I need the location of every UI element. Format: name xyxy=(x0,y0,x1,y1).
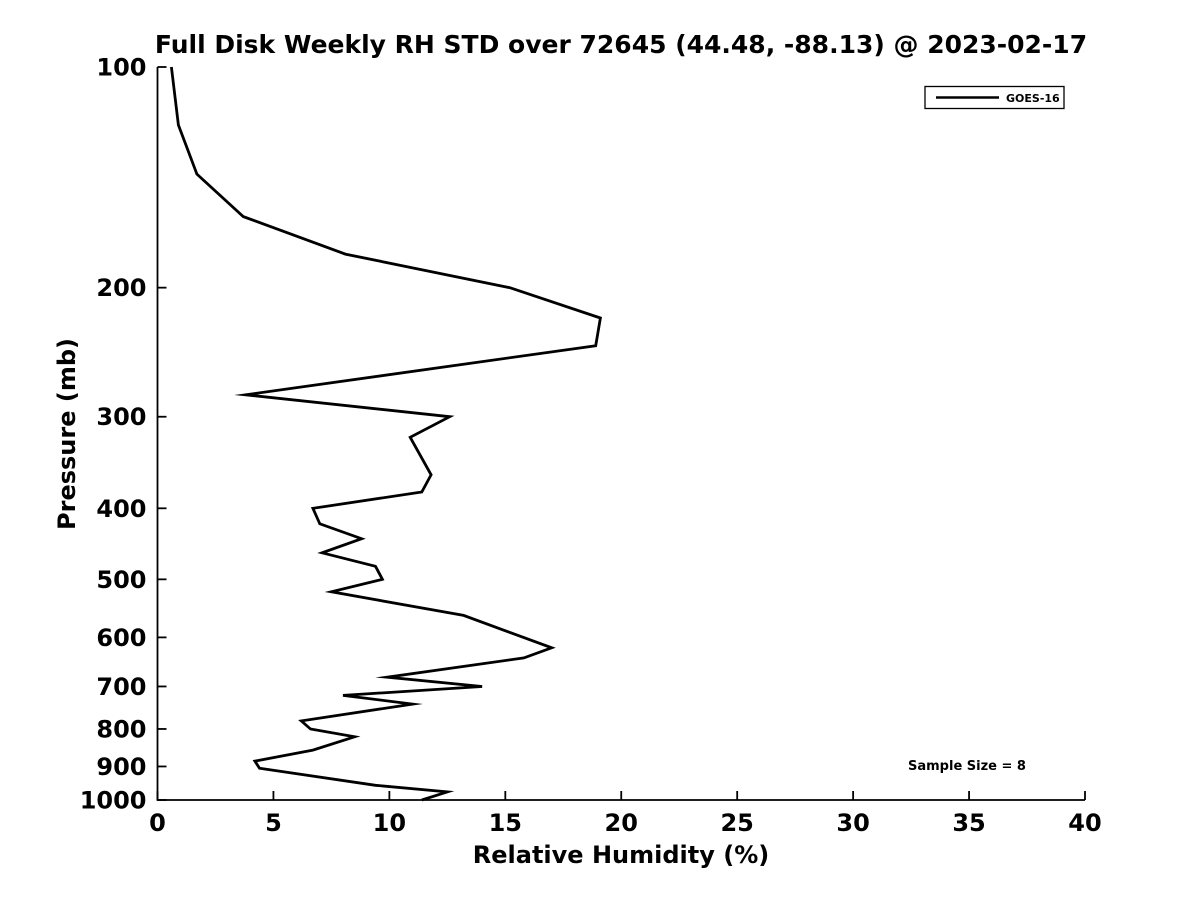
y-tick-label: 1000 xyxy=(80,787,147,815)
legend: GOES-16 xyxy=(924,85,1065,110)
y-tick-label: 200 xyxy=(96,274,146,302)
y-tick-label: 300 xyxy=(96,403,146,431)
x-tick-label: 30 xyxy=(836,809,869,837)
y-tick-label: 700 xyxy=(96,673,146,701)
x-tick-label: 20 xyxy=(605,809,638,837)
legend-label: GOES-16 xyxy=(1006,92,1060,105)
y-tick-label: 600 xyxy=(96,624,146,652)
y-tick-label: 500 xyxy=(96,566,146,594)
chart-title: Full Disk Weekly RH STD over 72645 (44.4… xyxy=(155,30,1087,59)
x-tick-label: 0 xyxy=(149,809,166,837)
y-axis-label: Pressure (mb) xyxy=(53,338,81,530)
x-tick-label: 5 xyxy=(265,809,282,837)
sample-size-annotation: Sample Size = 8 xyxy=(908,759,1026,774)
x-tick-label: 15 xyxy=(489,809,522,837)
x-tick-label: 40 xyxy=(1068,809,1101,837)
x-tick-label: 35 xyxy=(952,809,985,837)
x-axis-label: Relative Humidity (%) xyxy=(473,841,769,869)
y-tick-label: 900 xyxy=(96,753,146,781)
goes16-series-line xyxy=(170,66,602,802)
x-tick-label: 25 xyxy=(720,809,753,837)
axes: 0 5 10 15 20 25 30 35 40 100 200 300 400 500 600 700 800… xyxy=(80,54,1102,838)
x-tick-label: 10 xyxy=(373,809,406,837)
y-tick-label: 100 xyxy=(96,54,146,82)
y-tick-label: 800 xyxy=(96,715,146,743)
y-tick-label: 400 xyxy=(96,495,146,523)
